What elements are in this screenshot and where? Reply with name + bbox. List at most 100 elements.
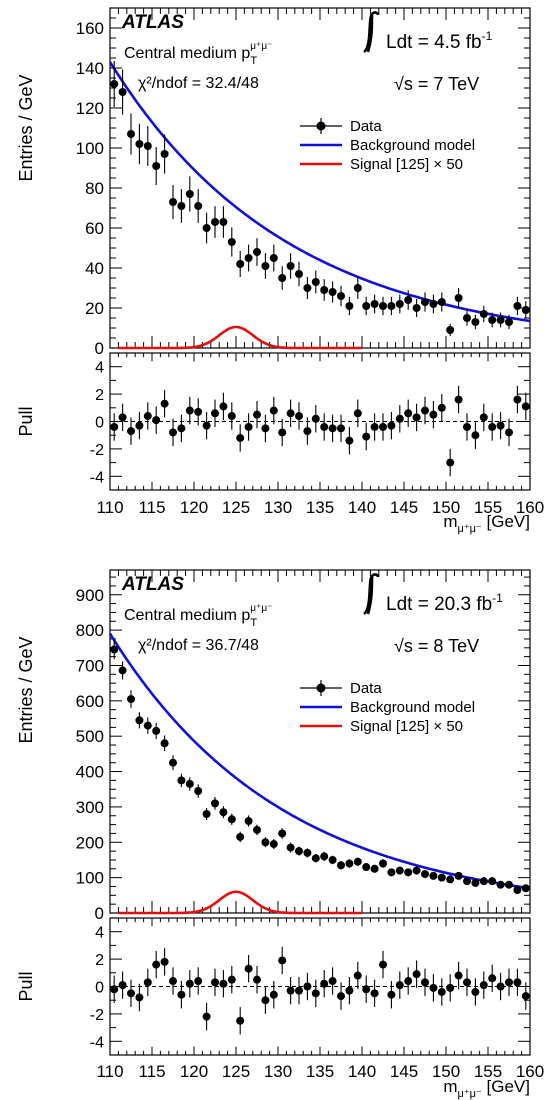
y-tick-label: 60 bbox=[85, 219, 104, 238]
data-point bbox=[379, 859, 387, 868]
pull-point bbox=[169, 977, 177, 986]
data-point bbox=[337, 861, 345, 870]
pull-point bbox=[471, 431, 480, 440]
pull-point bbox=[286, 409, 295, 418]
pull-y-tick-label: 0 bbox=[95, 980, 104, 997]
data-point bbox=[387, 302, 396, 310]
data-point bbox=[286, 262, 295, 270]
data-point bbox=[437, 873, 446, 882]
legend-signal-label: Signal [125] × 50 bbox=[350, 718, 463, 735]
data-point bbox=[370, 864, 379, 873]
pull-point bbox=[110, 985, 119, 994]
data-point bbox=[227, 815, 236, 824]
pull-point bbox=[253, 975, 261, 984]
pull-point bbox=[110, 422, 119, 431]
y-tick-label: 600 bbox=[76, 692, 104, 711]
x-tick-label: 135 bbox=[306, 498, 334, 517]
data-point bbox=[471, 878, 480, 887]
pull-point bbox=[185, 979, 194, 988]
pull-point bbox=[479, 413, 488, 422]
data-point bbox=[379, 302, 387, 310]
pull-point bbox=[454, 395, 463, 404]
x-tick-label: 135 bbox=[306, 1062, 334, 1081]
pull-point bbox=[370, 989, 379, 998]
pull-point bbox=[143, 412, 152, 421]
y-axis-label: Entries / GeV bbox=[16, 74, 36, 181]
y-tick-label: 700 bbox=[76, 656, 104, 675]
legend-data-label: Data bbox=[350, 118, 382, 135]
pull-y-tick-label: 2 bbox=[95, 387, 104, 404]
energy-label: √s = 8 TeV bbox=[394, 636, 479, 656]
pull-point bbox=[295, 986, 303, 995]
data-point bbox=[110, 645, 119, 654]
data-point bbox=[311, 278, 320, 286]
pull-y-tick-label: -4 bbox=[90, 1034, 104, 1051]
y-tick-label: 800 bbox=[76, 621, 104, 640]
pull-point bbox=[211, 409, 219, 418]
pull-point bbox=[395, 981, 404, 990]
x-tick-label: 150 bbox=[432, 1062, 460, 1081]
data-point bbox=[488, 877, 497, 886]
x-axis-label-unit: [GeV] bbox=[482, 512, 530, 531]
pull-point bbox=[521, 992, 530, 1001]
pull-point bbox=[261, 996, 270, 1005]
data-point bbox=[219, 218, 228, 226]
pull-point bbox=[211, 978, 219, 987]
data-point bbox=[227, 238, 236, 246]
data-point bbox=[110, 80, 119, 88]
pull-point bbox=[488, 974, 497, 983]
pull-point bbox=[345, 986, 354, 995]
x-tick-label: 110 bbox=[96, 1062, 123, 1081]
luminosity-label-exp: -1 bbox=[482, 29, 493, 43]
pull-point bbox=[328, 977, 337, 986]
legend-signal-label: Signal [125] × 50 bbox=[350, 156, 463, 173]
chart-panel-2: 110 115 120 125 130 135 140 145 150 155 160 0 100 200… bbox=[16, 569, 544, 1100]
pull-point bbox=[160, 957, 169, 966]
y-tick-label: 500 bbox=[76, 727, 104, 746]
data-point bbox=[219, 808, 228, 817]
x-tick-label: 145 bbox=[390, 498, 418, 517]
pull-point bbox=[387, 421, 396, 430]
y-tick-label: 140 bbox=[76, 59, 104, 78]
pull-point bbox=[463, 978, 471, 987]
pull-point bbox=[437, 987, 446, 996]
data-point bbox=[152, 162, 161, 170]
pull-point bbox=[345, 436, 354, 445]
data-point bbox=[412, 304, 421, 312]
luminosity-label: Ldt = 4.5 fb-1 bbox=[386, 29, 493, 53]
energy-label: √s = 7 TeV bbox=[394, 74, 479, 94]
pull-axis-label: Pull bbox=[16, 406, 36, 436]
experiment-label: ATLAS bbox=[121, 574, 184, 595]
data-point bbox=[471, 318, 480, 326]
data-point bbox=[261, 262, 270, 270]
data-point bbox=[328, 855, 337, 864]
data-point bbox=[513, 886, 522, 895]
legend-data-marker bbox=[316, 683, 326, 693]
y-tick-label: 120 bbox=[76, 99, 104, 118]
pull-point bbox=[227, 975, 236, 984]
pull-point bbox=[311, 414, 320, 423]
pull-point bbox=[185, 406, 194, 415]
data-point bbox=[177, 202, 186, 210]
pull-point bbox=[320, 422, 329, 431]
pull-point bbox=[202, 421, 211, 430]
y-axis-label: Entries / GeV bbox=[16, 636, 36, 743]
data-point bbox=[177, 776, 186, 785]
data-point bbox=[244, 254, 253, 262]
pull-point bbox=[135, 421, 144, 430]
chart-panel-1: 110 115 120 125 130 135 140 145 150 155 1600204060… bbox=[16, 7, 544, 535]
data-point bbox=[295, 270, 303, 278]
x-tick-label: 120 bbox=[180, 1062, 208, 1081]
pull-point bbox=[479, 981, 488, 990]
pull-point bbox=[505, 428, 513, 437]
data-point bbox=[185, 779, 194, 788]
pull-point bbox=[244, 422, 253, 431]
pull-point bbox=[471, 987, 480, 996]
pull-point bbox=[412, 970, 421, 979]
data-point bbox=[488, 316, 497, 324]
y-tick-label: 900 bbox=[76, 586, 104, 605]
pull-point bbox=[311, 989, 320, 998]
y-tick-label: 100 bbox=[76, 869, 104, 888]
x-tick-label: 140 bbox=[348, 1062, 376, 1081]
